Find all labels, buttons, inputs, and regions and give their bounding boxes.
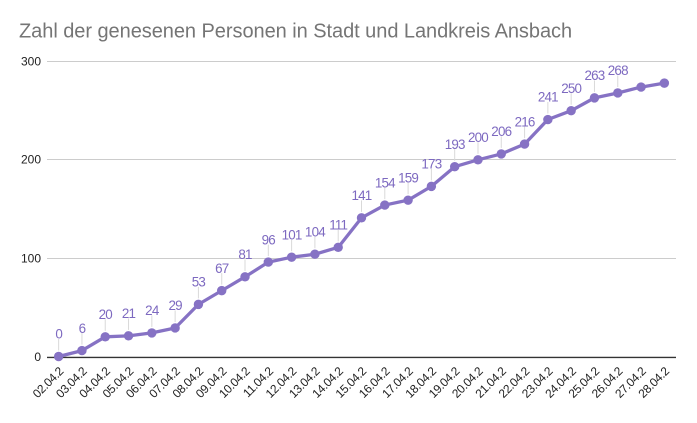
svg-text:200: 200 (468, 130, 488, 145)
svg-text:193: 193 (445, 137, 465, 152)
svg-text:159: 159 (398, 170, 418, 185)
svg-text:216: 216 (515, 114, 535, 129)
svg-text:241: 241 (538, 90, 558, 105)
svg-text:96: 96 (262, 232, 276, 247)
svg-text:250: 250 (561, 81, 581, 96)
svg-text:0: 0 (34, 350, 41, 364)
svg-text:300: 300 (21, 54, 41, 68)
svg-text:24: 24 (145, 303, 160, 318)
svg-text:173: 173 (421, 157, 441, 172)
svg-text:67: 67 (215, 261, 229, 276)
svg-text:200: 200 (21, 152, 41, 166)
svg-text:29: 29 (168, 298, 182, 313)
svg-text:100: 100 (21, 251, 41, 265)
svg-text:101: 101 (282, 227, 302, 242)
svg-text:104: 104 (305, 224, 326, 239)
svg-text:21: 21 (122, 306, 136, 321)
svg-text:206: 206 (491, 124, 511, 139)
svg-text:6: 6 (79, 321, 86, 336)
svg-text:263: 263 (584, 68, 604, 83)
svg-text:154: 154 (375, 175, 396, 190)
svg-text:141: 141 (352, 188, 372, 203)
svg-text:0: 0 (55, 327, 62, 342)
svg-text:20: 20 (99, 307, 113, 322)
svg-text:111: 111 (329, 218, 347, 233)
svg-text:Zahl der genesenen Personen in: Zahl der genesenen Personen in Stadt und… (19, 21, 572, 43)
svg-text:268: 268 (608, 63, 628, 78)
svg-text:53: 53 (192, 275, 206, 290)
svg-text:81: 81 (238, 247, 252, 262)
